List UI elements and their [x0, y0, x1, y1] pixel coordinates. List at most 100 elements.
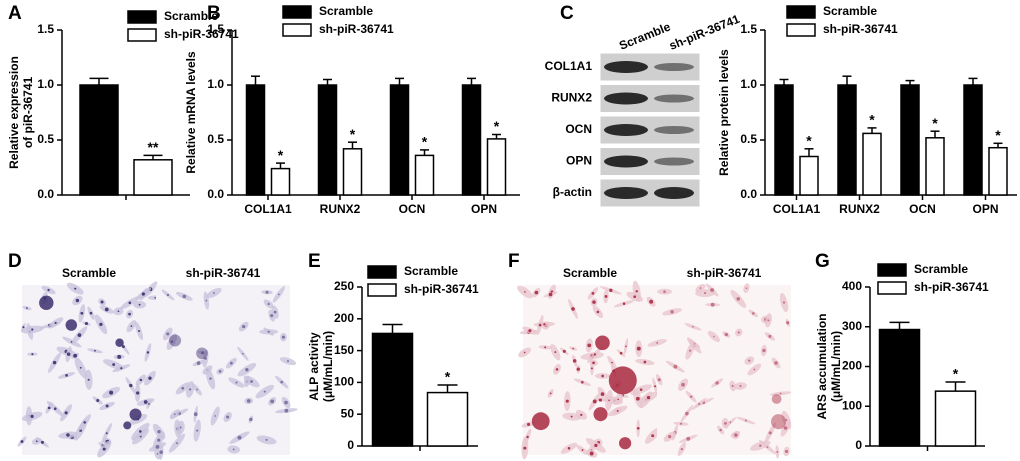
- y-axis-label: of piR-36741: [21, 76, 35, 148]
- legend-swatch: [282, 23, 312, 37]
- nucleus: [753, 368, 756, 371]
- legend-label: Scramble: [823, 4, 877, 18]
- nucleus: [94, 349, 96, 352]
- y-axis-label: (μM/mL/min): [829, 331, 843, 402]
- nucleus: [136, 391, 140, 395]
- nucleus: [633, 295, 637, 299]
- nucleus: [580, 413, 583, 416]
- nucleus: [591, 291, 595, 295]
- nucleus: [600, 392, 605, 396]
- nucleus: [117, 354, 122, 359]
- y-tick-label: 250: [334, 279, 354, 293]
- y-tick-label: 0.0: [740, 187, 757, 201]
- nucleus: [129, 383, 133, 388]
- nucleus: [625, 345, 627, 348]
- nucleus: [139, 378, 143, 382]
- y-tick-label: 1.0: [37, 77, 54, 91]
- nucleus: [89, 311, 93, 315]
- nucleus: [555, 368, 559, 371]
- nucleus: [105, 404, 109, 408]
- nucleus: [237, 435, 242, 440]
- nucleus: [26, 307, 28, 309]
- x-tick-label: OPN: [972, 202, 998, 216]
- nucleus: [138, 303, 141, 306]
- nucleus: [53, 407, 57, 410]
- nucleus: [226, 415, 230, 419]
- nucleus: [538, 323, 542, 327]
- stain-cluster: [115, 338, 124, 347]
- nucleus: [524, 291, 526, 293]
- nucleus: [148, 376, 152, 380]
- y-tick-label: 0.0: [207, 187, 224, 201]
- nucleus: [589, 451, 594, 456]
- nucleus: [40, 440, 44, 444]
- bar: [988, 146, 1008, 196]
- nucleus: [273, 310, 277, 314]
- legend-label: sh-piR-36741: [823, 22, 898, 36]
- panel-label: F: [508, 251, 520, 272]
- nucleus: [736, 297, 740, 301]
- blot-band: [604, 61, 648, 73]
- nucleus: [744, 419, 747, 422]
- x-tick-label: OPN: [471, 202, 497, 216]
- nucleus: [745, 287, 748, 289]
- y-axis-label: ARS accumulation: [815, 313, 829, 419]
- panel-label: A: [8, 3, 22, 24]
- bar: [799, 155, 819, 196]
- legend-swatch: [786, 5, 816, 19]
- nucleus: [601, 374, 604, 378]
- nucleus: [724, 421, 727, 425]
- nucleus: [73, 353, 78, 358]
- panel-label: B: [207, 3, 221, 24]
- nucleus: [656, 341, 659, 344]
- nucleus: [523, 446, 527, 450]
- nucleus: [782, 301, 786, 304]
- nucleus: [47, 406, 51, 410]
- nucleus: [688, 349, 692, 352]
- y-tick-label: 1.0: [207, 77, 224, 91]
- y-tick-label: 0: [347, 438, 354, 452]
- nucleus: [776, 450, 779, 453]
- y-tick-label: 0.5: [37, 132, 54, 146]
- legend-swatch: [786, 23, 816, 37]
- nucleus: [619, 351, 623, 355]
- nucleus: [250, 380, 253, 383]
- nucleus: [22, 326, 25, 329]
- legend-swatch: [127, 28, 157, 42]
- x-tick-label: OCN: [399, 202, 426, 216]
- nucleus: [729, 421, 732, 424]
- nucleus: [699, 287, 702, 289]
- nucleus: [128, 301, 132, 305]
- nucleus: [616, 409, 619, 412]
- y-tick-label: 1.5: [740, 22, 757, 36]
- bar: [371, 332, 414, 447]
- nucleus: [181, 386, 185, 390]
- nucleus: [286, 360, 289, 363]
- nucleus: [31, 328, 34, 331]
- nucleus: [673, 364, 678, 369]
- nucleus: [572, 359, 577, 363]
- nucleus: [159, 450, 163, 454]
- bar: [774, 84, 794, 196]
- nucleus: [752, 312, 755, 315]
- significance-label: *: [422, 134, 428, 150]
- nucleus: [713, 335, 715, 338]
- nucleus: [196, 388, 198, 391]
- nucleus: [270, 314, 274, 318]
- y-tick-label: 50: [341, 406, 355, 420]
- blot-band: [654, 63, 694, 71]
- nucleus: [737, 331, 740, 334]
- nucleus: [249, 417, 253, 422]
- y-axis-label: Relative mRNA levels: [184, 51, 198, 174]
- nucleus: [31, 353, 34, 356]
- y-tick-label: 200: [334, 311, 354, 325]
- nucleus: [148, 403, 150, 405]
- nucleus: [242, 324, 246, 329]
- nucleus: [608, 399, 610, 402]
- significance-label: *: [350, 126, 356, 142]
- nucleus: [734, 433, 738, 437]
- nucleus: [54, 321, 57, 325]
- nucleus: [47, 288, 50, 292]
- nucleus: [188, 388, 192, 391]
- nucleus: [715, 381, 719, 385]
